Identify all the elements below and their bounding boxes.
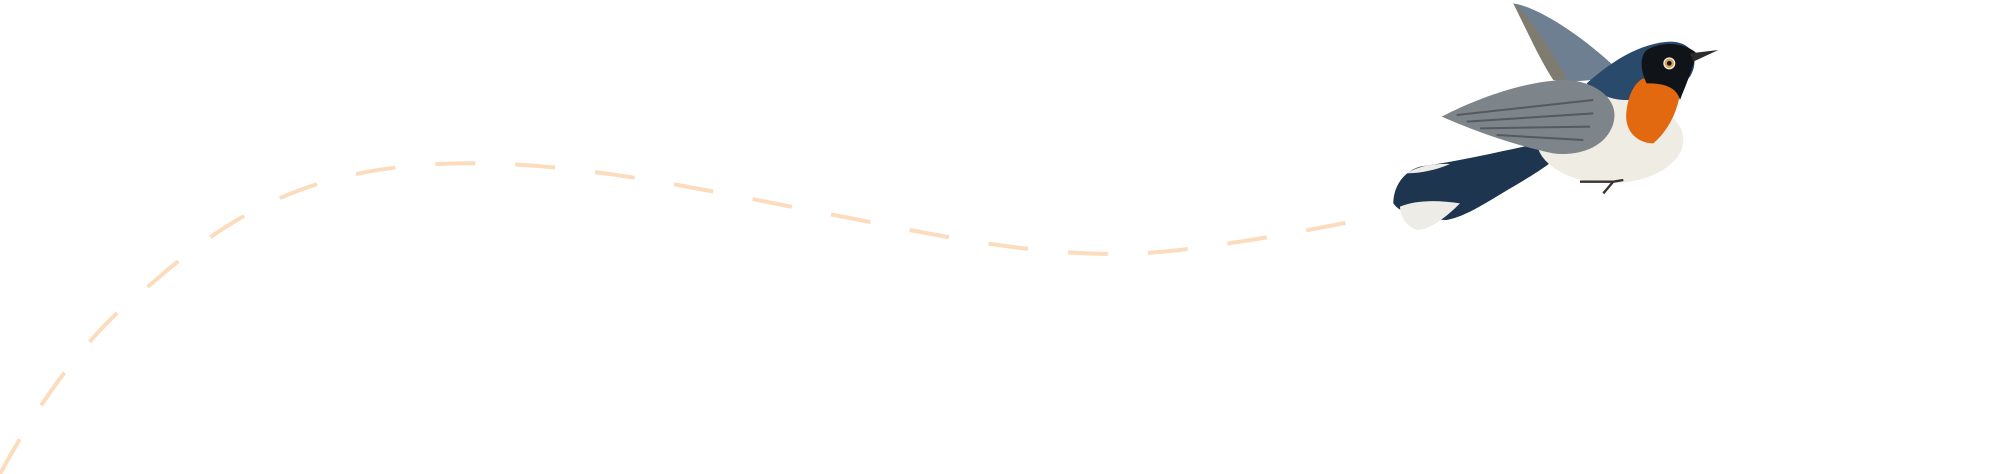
dashed-flight-path [0, 161, 1361, 474]
bird-tail [1393, 143, 1554, 220]
bird-beak [1689, 49, 1719, 62]
bird-lower-wing-stripes [1456, 98, 1594, 141]
bird-tail-upper-tip [1406, 163, 1450, 174]
bird-throat [1626, 76, 1681, 144]
bird-head [1641, 43, 1697, 100]
bird-tail-tips [1399, 201, 1460, 230]
bird-upper-wing-shade [1513, 3, 1567, 80]
bird-feet [1579, 178, 1624, 195]
bird-pupil [1666, 60, 1672, 66]
bird-upper-wing [1513, 3, 1620, 82]
bird-icon [1393, 3, 1719, 230]
